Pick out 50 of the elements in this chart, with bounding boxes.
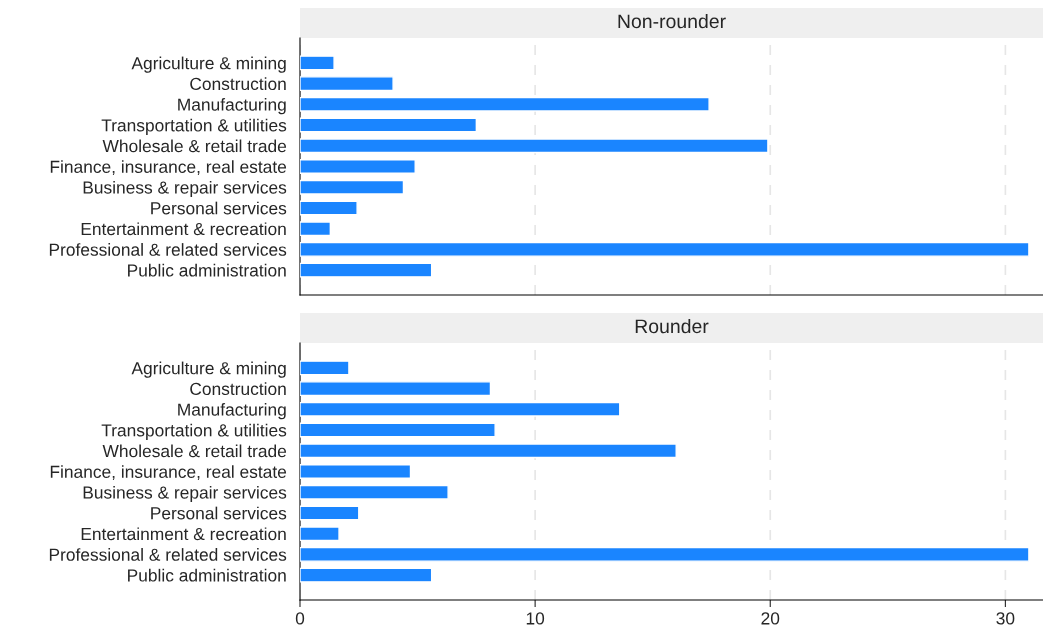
y-tick-label: Transportation & utilities — [101, 423, 287, 440]
y-tick-label: Personal services — [151, 201, 287, 215]
bar — [300, 401, 621, 417]
y-tick-label: Agriculture & mining — [131, 56, 286, 73]
y-tick-label: Construction — [190, 382, 286, 396]
bar — [300, 262, 433, 278]
bar — [300, 381, 492, 397]
y-tick-label: Manufacturing — [178, 98, 286, 115]
y-tick-label: Entertainment & recreation — [81, 527, 286, 541]
x-tick-label: 10 — [526, 612, 545, 625]
y-tick-label: Professional & related services — [49, 548, 287, 561]
chart-title: Non-rounder — [618, 13, 726, 29]
bar — [300, 96, 710, 112]
bar — [300, 484, 449, 500]
bar — [300, 505, 360, 521]
y-tick-label: Business & repair services — [83, 485, 287, 503]
y-tick-label: Construction — [190, 77, 286, 91]
bar — [300, 55, 335, 71]
bar — [300, 159, 416, 174]
y-tick-label: Wholesale & retail trade — [102, 444, 287, 458]
bar — [300, 221, 332, 237]
y-tick-label: Entertainment & recreation — [81, 222, 286, 236]
y-tick-label: Wholesale & retail trade — [102, 139, 287, 153]
bar — [300, 464, 412, 479]
y-tick-label: Transportation & utilities — [101, 118, 287, 135]
bar — [300, 422, 496, 438]
bar — [300, 76, 394, 92]
x-tick-label: 20 — [761, 612, 780, 625]
x-tick-label: 0 — [295, 612, 305, 625]
bar — [300, 546, 1030, 562]
bar — [300, 241, 1030, 257]
y-tick-label: Public administration — [128, 263, 286, 277]
bar — [300, 138, 769, 154]
y-tick-label: Personal services — [151, 506, 287, 520]
y-tick-label: Finance, insurance, real estate — [50, 160, 287, 176]
y-tick-label: Public administration — [128, 568, 286, 582]
x-tick-label: 30 — [996, 612, 1015, 625]
y-tick-label: Agriculture & mining — [131, 361, 286, 378]
y-tick-label: Professional & related services — [49, 243, 287, 256]
bar — [300, 567, 433, 583]
bar — [300, 443, 677, 459]
bar — [300, 179, 405, 195]
y-tick-label: Finance, insurance, real estate — [50, 465, 287, 481]
bar — [300, 117, 478, 133]
bar — [300, 200, 358, 216]
chart-title: Rounder — [635, 318, 709, 334]
y-tick-label: Business & repair services — [83, 180, 287, 198]
bar — [300, 360, 350, 376]
bar — [300, 526, 340, 542]
y-tick-label: Manufacturing — [178, 403, 286, 420]
